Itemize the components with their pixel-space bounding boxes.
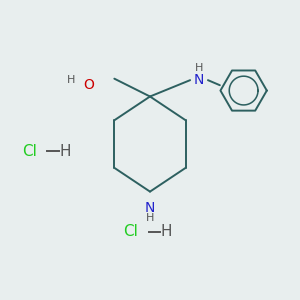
Text: N: N xyxy=(194,73,204,87)
Text: N: N xyxy=(145,201,155,215)
Text: Cl: Cl xyxy=(22,144,37,159)
Text: H: H xyxy=(67,75,75,85)
Text: H: H xyxy=(146,213,154,224)
Text: H: H xyxy=(195,63,203,73)
Text: Cl: Cl xyxy=(123,224,138,239)
Text: O: O xyxy=(84,78,94,92)
Text: H: H xyxy=(59,144,71,159)
Text: H: H xyxy=(160,224,172,239)
